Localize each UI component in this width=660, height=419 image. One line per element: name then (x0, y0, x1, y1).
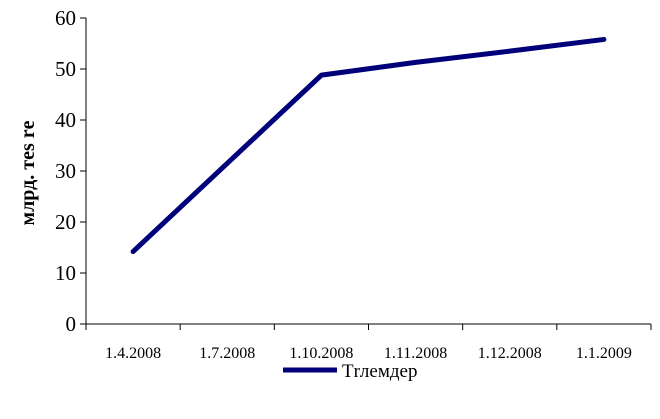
x-tick-label: 1.11.2008 (384, 345, 447, 362)
x-tick-label: 1.7.2008 (199, 345, 255, 362)
legend: Тrлемдер (283, 361, 417, 382)
x-tick-label: 1.1.2009 (576, 345, 632, 362)
x-tick-label: 1.12.2008 (478, 345, 542, 362)
y-tick-label: 10 (55, 261, 76, 285)
y-axis-ticks: 0 10 20 30 40 50 60 (55, 6, 86, 336)
legend-label: Тrлемдер (342, 361, 417, 382)
series-layer (133, 39, 604, 251)
y-tick-label: 50 (55, 57, 76, 81)
x-tick-label: 1.10.2008 (289, 345, 353, 362)
series-line (133, 39, 604, 251)
y-tick-label: 60 (55, 6, 76, 30)
y-tick-label: 40 (55, 108, 76, 132)
y-tick-label: 20 (55, 210, 76, 234)
x-tick-label: 1.4.2008 (105, 345, 161, 362)
y-tick-label: 30 (55, 159, 76, 183)
x-axis-ticks: 1.4.2008 1.7.2008 1.10.2008 1.11.2008 1.12.2… (86, 324, 651, 362)
y-axis-label: млрд. тes rе (17, 120, 39, 225)
y-tick-label: 0 (66, 312, 77, 336)
